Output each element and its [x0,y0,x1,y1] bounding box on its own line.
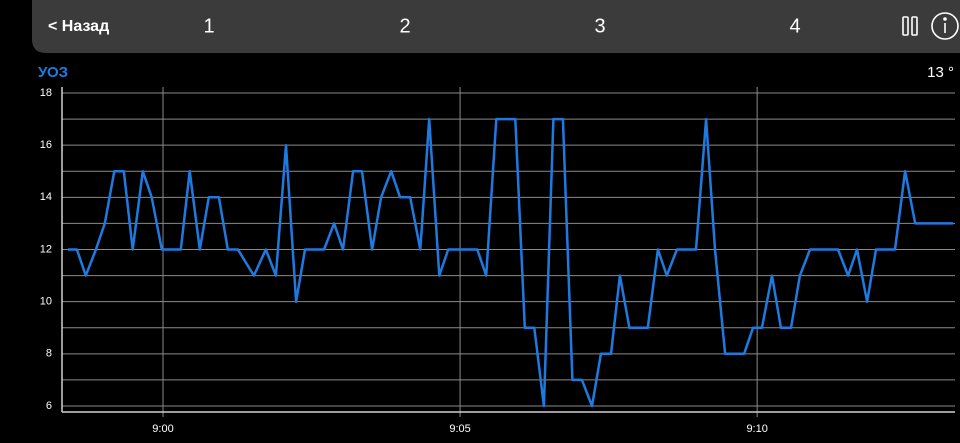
x-tick-label: 9:05 [449,423,470,435]
info-button[interactable] [931,12,959,40]
parameter-label: УОЗ [38,64,68,81]
x-tick-label: 9:10 [746,423,767,435]
tab[interactable]: 3 [594,15,605,37]
data-line [67,117,954,408]
y-tick-label: 12 [40,243,52,255]
y-tick-label: 10 [40,296,52,308]
back-button[interactable]: < Назад [48,18,109,35]
plot: 6 8 10 12 14 16 18 9:00 9:05 9:10 [40,87,955,435]
y-tick-label: 16 [40,139,52,151]
y-tick-label: 14 [40,191,52,203]
x-tick-label: 9:00 [152,423,173,435]
tab[interactable]: 2 [399,15,410,37]
current-value: 13 ° [927,64,954,81]
pause-button[interactable] [902,16,918,36]
tab[interactable]: 4 [789,15,800,37]
top-bar [32,0,960,53]
y-tick-label: 6 [46,400,52,412]
tab[interactable]: 1 [203,15,214,37]
y-tick-label: 8 [46,348,52,360]
y-tick-label: 18 [40,87,52,99]
